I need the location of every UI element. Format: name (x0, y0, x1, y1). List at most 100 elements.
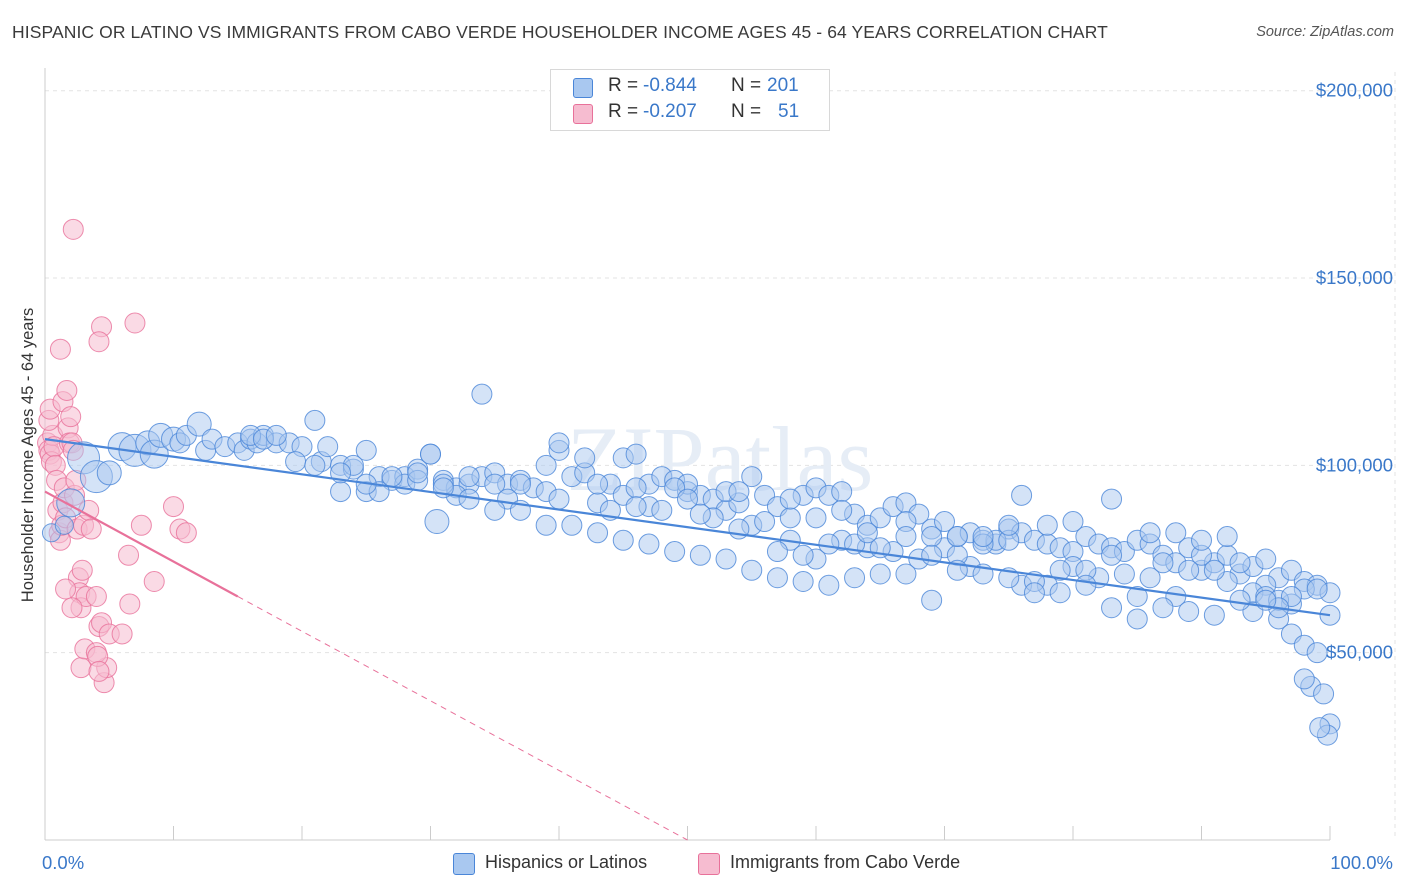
cabo-verde-point (61, 597, 83, 619)
cabo-verde-point (70, 657, 92, 679)
hispanic-point (766, 541, 788, 563)
hispanic-point (1229, 589, 1251, 611)
hispanic-point (484, 473, 506, 495)
hispanic-point (1306, 578, 1328, 600)
hispanic-point (1126, 608, 1148, 630)
blue-swatch (453, 853, 475, 875)
hispanic-point (998, 514, 1020, 536)
hispanic-point (587, 473, 609, 495)
hispanic-point (1152, 552, 1174, 574)
hispanic-point (792, 571, 814, 593)
cabo-verde-trend-line (44, 490, 239, 598)
hispanic-point (805, 507, 827, 529)
cabo-verde-point (62, 218, 84, 240)
hispanic-point (1178, 559, 1200, 581)
cabo-verde-point (119, 593, 141, 615)
hispanic-point (186, 411, 212, 437)
x-tick-labels: 0.0% 100.0% (42, 852, 1393, 873)
hispanic-point (1011, 484, 1033, 506)
n-value: 51 (778, 101, 800, 122)
cabo-verde-trend-extension (237, 596, 688, 841)
cabo-verde-points (37, 218, 197, 694)
legend-label: Immigrants from Cabo Verde (730, 852, 961, 872)
source-credit: Source: ZipAtlas.com (1256, 24, 1394, 40)
legend-label: Hispanics or Latinos (485, 852, 648, 872)
hispanic-point (304, 454, 326, 476)
cabo-verde-point (118, 544, 140, 566)
hispanic-point (895, 526, 917, 548)
hispanic-point (677, 488, 698, 510)
hispanic-point (1139, 567, 1161, 589)
hispanic-point (1101, 597, 1123, 619)
cabo-verde-point (80, 518, 102, 540)
n-label: N = (731, 75, 762, 96)
hispanic-point (741, 466, 763, 488)
hispanic-point (1113, 563, 1135, 585)
hispanic-point (972, 526, 994, 548)
hispanic-point (869, 563, 891, 585)
hispanic-point (921, 526, 943, 548)
blue-swatch (573, 78, 593, 98)
hispanic-point (424, 509, 450, 535)
cabo-verde-point (71, 559, 93, 581)
hispanic-point (1306, 642, 1328, 664)
hispanic-point (484, 499, 506, 521)
n-value: 201 (767, 75, 799, 96)
cabo-verde-point (130, 514, 152, 536)
hispanic-point (96, 460, 122, 486)
hispanic-point (561, 514, 583, 536)
hispanic-point (895, 563, 917, 585)
hispanic-point (856, 522, 878, 544)
cabo-verde-point (143, 571, 165, 593)
r-value: -0.844 (643, 75, 697, 96)
hispanic-point (625, 443, 647, 465)
r-label: R = (608, 101, 639, 122)
hispanic-point (355, 439, 377, 461)
hispanic-point (625, 496, 647, 518)
hispanic-point (1101, 488, 1123, 510)
hispanic-point (638, 533, 660, 555)
hispanic-point (934, 511, 955, 533)
hispanic-point (625, 477, 647, 499)
hispanic-point (715, 548, 737, 570)
hispanic-point (1229, 552, 1251, 574)
hispanic-points (41, 383, 1341, 746)
hispanic-point (458, 466, 480, 488)
hispanic-point (689, 544, 711, 566)
hispanic-point (587, 522, 609, 544)
hispanic-point (779, 507, 801, 529)
hispanic-point (535, 514, 557, 536)
hispanic-point (381, 466, 403, 488)
hispanic-point (304, 409, 326, 431)
chart-title: HISPANIC OR LATINO VS IMMIGRANTS FROM CA… (12, 22, 1108, 42)
hispanic-point (1309, 717, 1331, 739)
hispanic-point (1203, 604, 1225, 626)
hispanic-point (1101, 544, 1123, 566)
hispanic-point (818, 533, 840, 555)
hispanic-point (651, 499, 673, 521)
hispanic-point (548, 432, 570, 454)
hispanic-point (1023, 582, 1045, 604)
hispanic-point (766, 567, 788, 589)
hispanic-point (946, 526, 968, 548)
r-value: -0.207 (643, 101, 697, 122)
hispanic-point (831, 499, 853, 521)
hispanic-point (1075, 574, 1097, 596)
cabo-verde-point (111, 623, 133, 645)
cabo-verde-point (163, 496, 184, 518)
hispanic-point (56, 488, 86, 518)
correlation-legend: R = -0.844 N = 201 R = -0.207 N = 51 (550, 69, 830, 131)
hispanic-point (1178, 600, 1200, 622)
hispanic-point (574, 447, 596, 469)
cabo-verde-point (124, 312, 146, 334)
hispanic-point (921, 589, 943, 611)
pink-swatch (698, 853, 720, 875)
hispanic-point (792, 544, 814, 566)
hispanic-point (728, 481, 750, 503)
hispanic-point (54, 515, 74, 535)
hispanic-point (330, 481, 352, 503)
hispanic-point (818, 574, 840, 596)
hispanic-point (1293, 668, 1315, 690)
hispanic-point (1152, 597, 1174, 619)
